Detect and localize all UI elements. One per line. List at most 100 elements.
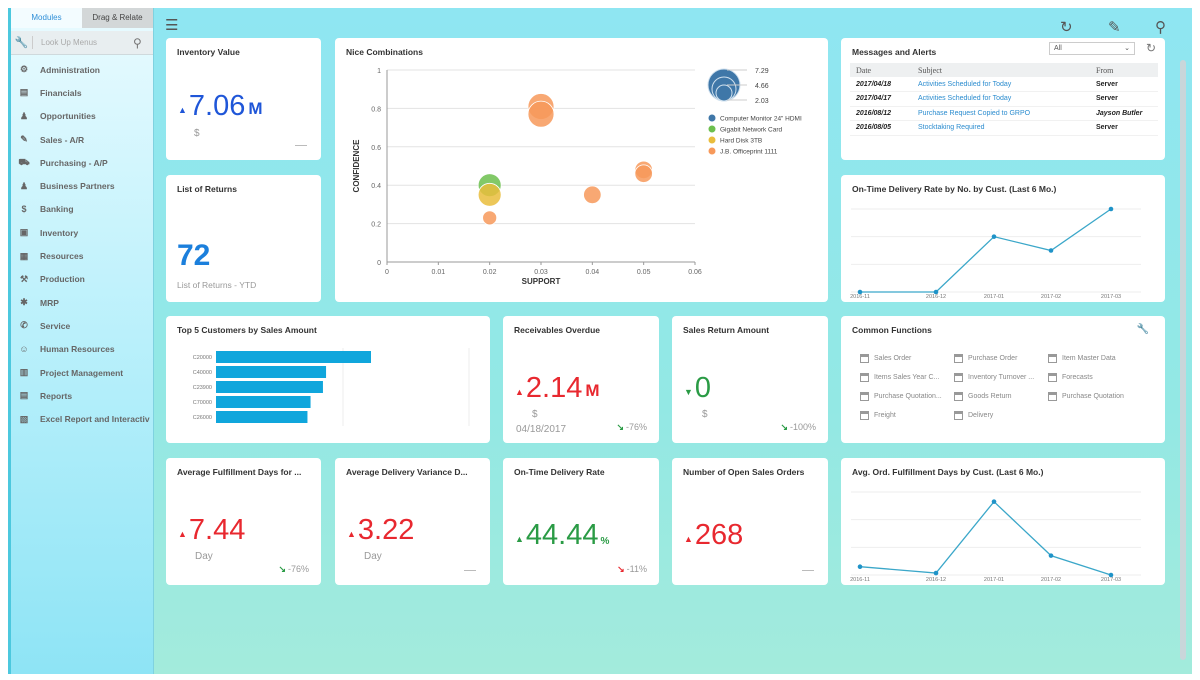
legend-label[interactable]: Hard Disk 3TB <box>720 138 762 145</box>
sidebar-item[interactable]: ♟ Opportunities <box>11 105 153 128</box>
size-legend-label: 2.03 <box>755 98 769 105</box>
list-of-returns-card[interactable]: List of Returns 72 List of Returns - YTD <box>166 175 321 302</box>
search-icon[interactable]: ⚲ <box>133 35 142 50</box>
bar[interactable] <box>216 411 308 423</box>
search-icon[interactable]: ⚲ <box>1155 19 1166 36</box>
bar[interactable] <box>216 381 323 393</box>
sidebar-item[interactable]: ▤ Reports <box>11 384 153 407</box>
data-point[interactable] <box>991 234 997 239</box>
legend-marker <box>708 125 716 133</box>
wrench-icon[interactable]: 🔧 <box>11 36 33 49</box>
message-subject-link[interactable]: Purchase Request Copied to GRPO <box>912 106 1090 121</box>
data-point[interactable] <box>991 499 997 504</box>
sales-return-card[interactable]: Sales Return Amount ▼ 0 $ ↘ -100% <box>672 316 828 443</box>
legend-label[interactable]: Computer Monitor 24" HDMI <box>720 116 802 123</box>
bubble-point[interactable] <box>527 100 555 128</box>
sidebar-item[interactable]: ✱ MRP <box>11 291 153 314</box>
avg-delivery-variance-card[interactable]: Average Delivery Variance D... ▲ 3.22 Day <box>335 458 490 585</box>
messages-alerts-card[interactable]: Messages and Alerts All ⌄ ↻ Date Subject … <box>841 38 1165 160</box>
scrollbar[interactable] <box>1180 60 1186 660</box>
sidebar-item[interactable]: ▦ Resources <box>11 244 153 267</box>
bubble-point[interactable] <box>634 164 653 183</box>
search-input[interactable]: Look Up Menus <box>41 38 98 47</box>
tab-modules[interactable]: Modules <box>11 8 82 28</box>
common-function-link[interactable]: Items Sales Year C... <box>860 373 939 382</box>
y-tick-label: 0.2 <box>371 222 381 229</box>
message-subject-link[interactable]: Activities Scheduled for Today <box>912 77 1090 92</box>
common-function-link[interactable]: Inventory Turnover ... <box>954 373 1034 382</box>
common-function-link[interactable]: Delivery <box>954 411 993 420</box>
common-function-link[interactable]: Item Master Data <box>1048 354 1116 363</box>
sidebar-item[interactable]: $ Banking <box>11 198 153 221</box>
top5-bar-chart: C20000 C40000 C23900 C70000 C26000 <box>193 348 470 426</box>
ontime-rate-card[interactable]: On-Time Delivery Rate ▲ 44.44% ↘ -11% <box>503 458 659 585</box>
menu-icon[interactable]: ☰ <box>165 17 179 34</box>
sidebar-item[interactable]: ▧ Excel Report and Interactiv <box>11 407 153 430</box>
sidebar-item[interactable]: ✆ Service <box>11 314 153 337</box>
data-point[interactable] <box>1108 206 1114 212</box>
mrp-icon: ✱ <box>20 297 28 308</box>
data-point[interactable] <box>1048 553 1054 558</box>
common-function-link[interactable]: Freight <box>860 411 896 420</box>
data-point[interactable] <box>933 570 939 576</box>
sidebar-item[interactable]: ▥ Project Management <box>11 361 153 384</box>
common-function-link[interactable]: Goods Return <box>954 392 1012 401</box>
data-point[interactable] <box>933 289 939 295</box>
legend-marker <box>708 136 716 144</box>
value: 3.22 <box>357 514 415 546</box>
data-point[interactable] <box>857 564 863 569</box>
card-title: List of Returns <box>177 184 237 194</box>
message-subject-link[interactable]: Stocktaking Required <box>912 120 1090 136</box>
returns-sub: List of Returns - YTD <box>177 280 257 290</box>
common-functions-card[interactable]: Common Functions 🔧 Sales Order Purchase O… <box>841 316 1165 443</box>
top5-customers-card[interactable]: Top 5 Customers by Sales Amount C20000 C4… <box>166 316 490 443</box>
data-point[interactable] <box>1108 572 1114 578</box>
sidebar-item[interactable]: ▤ Financials <box>11 81 153 104</box>
ontime-delivery-chart-card[interactable]: On-Time Delivery Rate by No. by Cust. (L… <box>841 175 1165 302</box>
sidebar-item[interactable]: ✎ Sales - A/R <box>11 128 153 151</box>
refresh-icon[interactable]: ↻ <box>1145 41 1156 55</box>
kpi-sub: Day <box>195 551 213 562</box>
sidebar-item[interactable]: ▣ Inventory <box>11 221 153 244</box>
pencil-icon[interactable]: ✎ <box>1108 19 1121 36</box>
common-function-link[interactable]: Sales Order <box>860 354 911 363</box>
legend-label[interactable]: Gigabit Network Card <box>720 127 783 134</box>
common-function-link[interactable]: Purchase Quotation... <box>860 392 942 401</box>
bubble-point[interactable] <box>477 182 502 207</box>
nice-combinations-card[interactable]: Nice Combinations 0 0.2 0.4 0.6 0.8 1 0 0.01 0.0… <box>335 38 828 302</box>
message-row[interactable]: 2016/08/12 Purchase Request Copied to GRP… <box>850 106 1158 121</box>
fulfillment-days-chart-card[interactable]: Avg. Ord. Fulfillment Days by Cust. (Las… <box>841 458 1165 585</box>
common-function-link[interactable]: Forecasts <box>1048 373 1093 382</box>
bar[interactable] <box>216 351 371 363</box>
bar[interactable] <box>216 366 327 378</box>
message-row[interactable]: 2017/04/18 Activities Scheduled for Today… <box>850 77 1158 92</box>
data-point[interactable] <box>857 289 863 295</box>
message-row[interactable]: 2016/08/05 Stocktaking Required Server <box>850 120 1158 136</box>
sidebar-item[interactable]: ⛟ Purchasing - A/P <box>11 151 153 174</box>
bar[interactable] <box>216 396 311 408</box>
legend-label[interactable]: J.B. Officeprint 1111 <box>720 149 778 156</box>
trend: ↘ -11% <box>617 564 647 574</box>
value: 7.44 <box>188 514 246 546</box>
sidebar-item[interactable]: ♟ Business Partners <box>11 174 153 197</box>
tab-drag-relate[interactable]: Drag & Relate <box>82 8 153 28</box>
sidebar-item[interactable]: ⚙ Administration <box>11 58 153 81</box>
message-subject-link[interactable]: Activities Scheduled for Today <box>912 91 1090 107</box>
common-function-link[interactable]: Purchase Quotation <box>1048 392 1124 401</box>
sidebar-item[interactable]: ⚒ Production <box>11 268 153 291</box>
wrench-icon[interactable]: 🔧 <box>1136 324 1149 335</box>
open-sales-orders-card[interactable]: Number of Open Sales Orders ▲ 268 <box>672 458 828 585</box>
message-row[interactable]: 2017/04/17 Activities Scheduled for Today… <box>850 91 1158 107</box>
sidebar-item[interactable]: ☺ Human Resources <box>11 338 153 361</box>
avg-fulfillment-card[interactable]: Average Fulfillment Days for ... ▲ 7.44 D… <box>166 458 321 585</box>
card-title: Avg. Ord. Fulfillment Days by Cust. (Las… <box>852 467 1044 477</box>
common-function-link[interactable]: Purchase Order <box>954 354 1017 363</box>
bubble-point[interactable] <box>583 185 602 205</box>
bubble-point[interactable] <box>482 210 498 226</box>
production-icon: ⚒ <box>19 273 29 284</box>
data-point[interactable] <box>1048 248 1054 253</box>
refresh-icon[interactable]: ↻ <box>1060 19 1073 36</box>
receivables-overdue-card[interactable]: Receivables Overdue ▲ 2.14 M $ 04/18/2017 … <box>503 316 659 443</box>
inventory-value-card[interactable]: Inventory Value ▲ 7.06 M $ <box>166 38 321 160</box>
filter-select[interactable]: All ⌄ <box>1049 42 1135 55</box>
